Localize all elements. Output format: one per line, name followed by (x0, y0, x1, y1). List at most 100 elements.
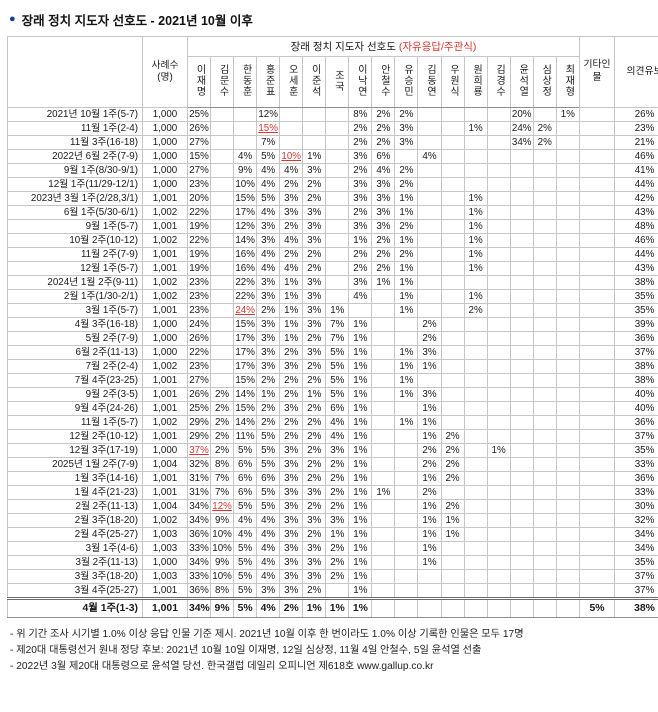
sample-size: 1,001 (142, 401, 188, 416)
pct-cell (440, 219, 465, 234)
pct-cell: 29% (186, 429, 212, 444)
pct-cell (509, 247, 534, 262)
pct-cell: 2% (394, 107, 419, 122)
sample-size: 1,000 (142, 163, 188, 178)
pct-cell (532, 555, 557, 570)
pct-cell: 3% (256, 345, 281, 360)
pct-cell: 2% (302, 373, 327, 388)
pct-cell (555, 191, 581, 206)
pct-cell (579, 373, 615, 388)
pct-cell: 1% (417, 513, 442, 528)
pct-cell (417, 177, 442, 192)
footnote-line: - 2022년 3월 제20대 대통령으로 윤석열 당선. 한국갤럽 데일리 오… (10, 660, 434, 672)
pct-cell: 1% (394, 261, 419, 276)
pct-cell (509, 219, 534, 234)
pct-cell (371, 317, 396, 332)
pct-cell (509, 457, 534, 472)
pct-cell (555, 415, 581, 430)
pct-cell (463, 331, 488, 346)
pct-cell (440, 373, 465, 388)
pct-cell (440, 163, 465, 178)
pct-cell (371, 457, 396, 472)
table-header: 사례수(명) 장래 정치 지도자 선호도 (자유응답/주관식) 기타인물 의견유… (7, 36, 658, 108)
pct-cell (532, 429, 557, 444)
pct-cell: 46% (614, 149, 658, 164)
pct-cell: 24% (186, 317, 212, 332)
pct-cell: 1% (279, 275, 304, 290)
pct-cell: 2% (210, 429, 235, 444)
pct-cell: 5% (325, 387, 350, 402)
sample-size: 1,000 (142, 121, 188, 136)
pct-cell (486, 457, 511, 472)
survey-date: 3월 1주(5-7) (7, 303, 143, 318)
pct-cell (486, 569, 511, 584)
pct-cell (579, 177, 615, 192)
pct-cell: 2% (440, 457, 465, 472)
pct-cell (417, 303, 442, 318)
pct-cell (233, 107, 258, 122)
pct-cell: 1% (279, 317, 304, 332)
pct-cell (417, 135, 442, 150)
pct-cell (417, 163, 442, 178)
pct-cell: 42% (614, 191, 658, 206)
table-row: 3월 2주(11-13) 1,000 34% 9% 5% 4% 3% 3% 2% 1% 1% 35% (7, 555, 658, 570)
pct-cell (555, 177, 581, 192)
pct-cell (486, 429, 511, 444)
header-span-row: 사례수(명) 장래 정치 지도자 선호도 (자유응답/주관식) 기타인물 의견유… (7, 36, 658, 108)
table-row: 6월 1주(5/30-6/1) 1,002 22% 17% 4% 3% 3% 2% 3% 1% 1%… (7, 205, 658, 220)
pct-cell (371, 471, 396, 486)
pct-cell: 19% (186, 261, 212, 276)
pct-cell (417, 219, 442, 234)
pct-cell (555, 345, 581, 360)
pct-cell (371, 527, 396, 542)
pct-cell: 3% (417, 387, 442, 402)
pct-cell (532, 359, 557, 374)
pct-cell: 12% (256, 107, 281, 122)
pct-cell: 2% (348, 163, 373, 178)
pct-cell: 2% (302, 499, 327, 514)
bullet-icon: ● (9, 13, 16, 25)
pct-cell (509, 401, 534, 416)
pct-cell: 2% (371, 247, 396, 262)
pct-cell (509, 289, 534, 304)
leader-name: 김동연 (417, 56, 442, 108)
pct-cell: 23% (186, 359, 212, 374)
pct-cell: 34% (614, 527, 658, 542)
pct-cell: 4% (325, 415, 350, 430)
leader-name: 조국 (325, 56, 350, 108)
table-row: 12월 1주(11/29-12/1) 1,000 23% 10% 4% 2% 2% 3% 3% 2… (7, 177, 658, 192)
pct-cell: 3% (348, 149, 373, 164)
pct-cell (486, 191, 511, 206)
pct-cell (325, 107, 350, 122)
pct-cell: 1% (348, 485, 373, 500)
pct-cell (440, 359, 465, 374)
pct-cell: 10% (210, 527, 235, 542)
pct-cell: 4% (256, 527, 281, 542)
table-row: 9월 4주(24-26) 1,001 25% 2% 15% 2% 3% 2% 6% 1% 1% 40% (7, 401, 658, 416)
survey-date: 2월 4주(25-27) (7, 527, 143, 542)
sample-size: 1,001 (142, 485, 188, 500)
pct-cell: 35% (614, 555, 658, 570)
pct-cell: 20% (509, 107, 534, 122)
pct-cell: 2% (417, 457, 442, 472)
pct-cell: 15% (256, 121, 281, 136)
pct-cell: 15% (233, 401, 258, 416)
leader-name: 오세훈 (279, 56, 304, 108)
pct-cell: 22% (233, 289, 258, 304)
pct-cell (210, 317, 235, 332)
pct-cell (325, 149, 350, 164)
pct-cell: 1% (371, 275, 396, 290)
pct-cell: 33% (614, 457, 658, 472)
pct-cell (440, 121, 465, 136)
pct-cell: 4% (256, 261, 281, 276)
page-title: ● 장래 정치 지도자 선호도 - 2021년 10월 이후 (9, 10, 651, 29)
pct-cell: 1% (279, 331, 304, 346)
pct-cell (210, 177, 235, 192)
survey-date: 3월 3주(18-20) (7, 569, 143, 584)
pct-cell: 9% (210, 555, 235, 570)
table-row: 2월 4주(25-27) 1,003 36% 10% 4% 4% 3% 2% 1% 1% 1% 1% 3… (7, 527, 658, 542)
pct-cell: 2% (394, 177, 419, 192)
sample-size: 1,001 (142, 303, 188, 318)
sample-size-header: 사례수(명) (142, 36, 188, 108)
footnote-line: - 제20대 대통령선거 원내 정당 후보: 2021년 10월 10일 이재명… (10, 644, 482, 656)
